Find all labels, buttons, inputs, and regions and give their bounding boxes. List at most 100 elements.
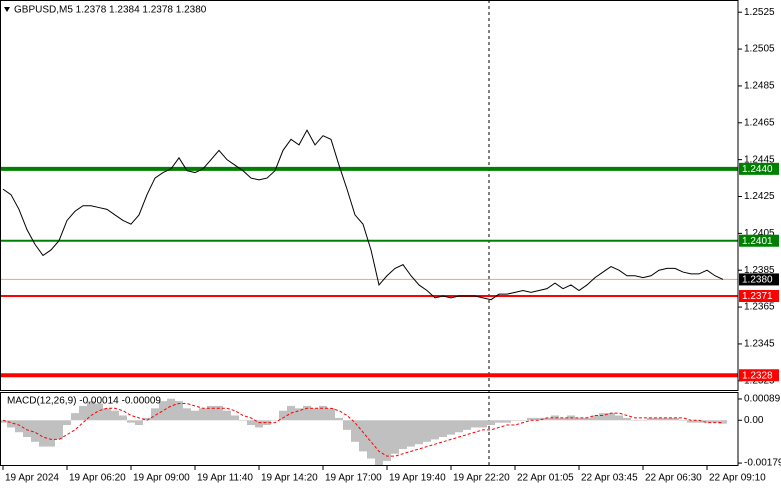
histogram-bar <box>527 417 535 421</box>
histogram-bar <box>151 408 159 421</box>
histogram-bar <box>695 420 703 423</box>
histogram-bar <box>471 420 479 428</box>
histogram-bar <box>63 420 71 426</box>
histogram-bar <box>215 405 223 421</box>
histogram-bar <box>663 417 671 421</box>
histogram-bar <box>551 415 559 421</box>
level-label-box <box>739 273 779 286</box>
histogram-bar <box>303 405 311 421</box>
x-tick-label: 22 Apr 09:10 <box>709 473 766 484</box>
y-tick-label: 1.2485 <box>744 81 775 92</box>
histogram-bar <box>447 420 455 435</box>
histogram-bar <box>119 415 127 421</box>
histogram-bar <box>559 417 567 421</box>
main-pane-border <box>0 0 739 391</box>
y-tick-label: 1.2425 <box>744 191 775 202</box>
level-label: 1.2440 <box>742 164 773 175</box>
level-label-box <box>739 290 779 303</box>
histogram-bar <box>639 420 647 421</box>
histogram-bar <box>655 417 663 421</box>
histogram-bar <box>55 420 63 440</box>
histogram-bar <box>583 417 591 421</box>
histogram-bar <box>415 420 423 445</box>
histogram-bar <box>519 420 527 421</box>
signal-line <box>2 403 724 457</box>
histogram-bar <box>615 415 623 421</box>
x-tick-label: 19 Apr 11:40 <box>197 473 253 484</box>
y-tick-label: 1.2405 <box>744 228 775 239</box>
histogram-bar <box>127 420 135 423</box>
histogram-bar <box>223 410 231 421</box>
histogram-bar <box>23 420 31 438</box>
histogram-bar <box>159 401 167 421</box>
histogram-bar <box>359 420 367 452</box>
histogram-bar <box>175 401 183 421</box>
level-label: 1.2380 <box>742 275 773 286</box>
histogram-bar <box>0 420 8 423</box>
histogram-bar <box>319 405 327 421</box>
histogram-bar <box>671 417 679 421</box>
histogram-bar <box>591 415 599 421</box>
histogram-bar <box>7 420 15 428</box>
x-tick-label: 22 Apr 01:05 <box>517 473 574 484</box>
y-tick-label: 1.2465 <box>744 117 775 128</box>
price-line <box>2 129 724 301</box>
histogram-bar <box>31 420 39 442</box>
histogram-bar <box>623 417 631 421</box>
histogram-bar <box>279 410 287 421</box>
histogram-bar <box>231 415 239 421</box>
histogram-bar <box>111 410 119 421</box>
histogram-bar <box>479 420 487 428</box>
histogram-bar <box>47 420 55 447</box>
histogram-bar <box>15 420 23 433</box>
histogram-bar <box>207 405 215 421</box>
chart-title: GBPUSD,M5 1.2378 1.2384 1.2378 1.2380 <box>14 5 207 16</box>
x-tick-label: 19 Apr 19:40 <box>389 473 446 484</box>
histogram-bar <box>87 401 95 421</box>
histogram-bar <box>495 420 503 423</box>
histogram-bar <box>39 420 47 447</box>
x-tick-label: 19 Apr 2024 <box>5 473 59 484</box>
x-tick-label: 19 Apr 09:00 <box>133 473 190 484</box>
histogram-bar <box>399 420 407 449</box>
histogram-bar <box>407 420 415 447</box>
histogram-bar <box>703 420 711 423</box>
histogram-bar <box>327 408 335 421</box>
x-tick-label: 19 Apr 17:00 <box>325 473 382 484</box>
histogram-bar <box>543 417 551 421</box>
macd-pane-border <box>0 392 739 466</box>
histogram-bar <box>455 420 463 433</box>
histogram-bar <box>135 420 143 426</box>
plot-layer: 19 Apr 2024 19 Apr 06:20 19 Apr 09:00 19 Ap… <box>0 7 781 484</box>
histogram-bar <box>191 410 199 421</box>
histogram-bar <box>263 420 271 426</box>
y-tick-label: 1.2365 <box>744 302 775 313</box>
histogram-bar <box>199 408 207 421</box>
histogram-bar <box>311 408 319 421</box>
level-label-box <box>739 234 779 247</box>
histogram-bar <box>143 417 151 421</box>
histogram-bar <box>255 420 263 428</box>
y-tick-label: -0.00179 <box>744 458 781 469</box>
y-tick-label: 1.2525 <box>744 7 775 18</box>
histogram-bar <box>463 420 471 430</box>
x-tick-label: 22 Apr 06:30 <box>645 473 702 484</box>
y-tick-label: 0.00 <box>744 415 764 426</box>
menu-arrow[interactable] <box>4 7 10 12</box>
histogram-bar <box>71 413 79 421</box>
level-label-box <box>739 369 779 382</box>
histogram-bar <box>95 403 103 421</box>
histogram-bar <box>631 420 639 421</box>
level-label: 1.2328 <box>742 370 773 381</box>
level-label-box <box>739 162 779 175</box>
histogram-bar <box>431 420 439 440</box>
histogram-bar <box>271 420 279 421</box>
histogram-bar <box>375 420 383 466</box>
x-tick-label: 22 Apr 03:45 <box>581 473 638 484</box>
histogram-bar <box>335 417 343 421</box>
histogram-bar <box>247 420 255 426</box>
x-tick-label: 19 Apr 14:20 <box>261 473 318 484</box>
histogram-bar <box>295 408 303 421</box>
